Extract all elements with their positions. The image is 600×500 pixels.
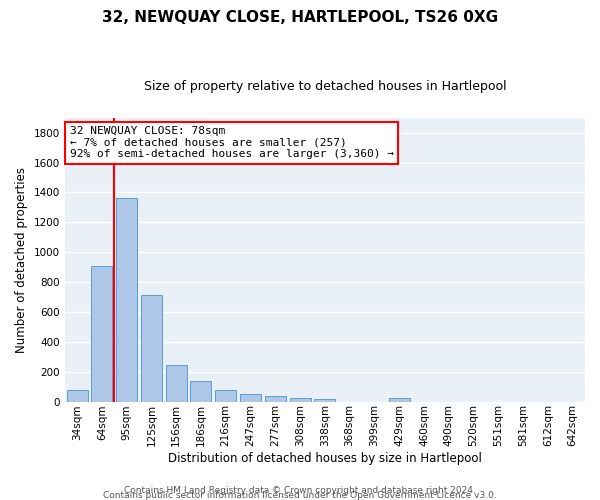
Bar — [215, 390, 236, 402]
X-axis label: Distribution of detached houses by size in Hartlepool: Distribution of detached houses by size … — [168, 452, 482, 465]
Text: 32 NEWQUAY CLOSE: 78sqm
← 7% of detached houses are smaller (257)
92% of semi-de: 32 NEWQUAY CLOSE: 78sqm ← 7% of detached… — [70, 126, 394, 160]
Text: Contains public sector information licensed under the Open Government Licence v3: Contains public sector information licen… — [103, 491, 497, 500]
Text: 32, NEWQUAY CLOSE, HARTLEPOOL, TS26 0XG: 32, NEWQUAY CLOSE, HARTLEPOOL, TS26 0XG — [102, 10, 498, 25]
Bar — [91, 266, 112, 402]
Bar — [265, 396, 286, 402]
Bar — [240, 394, 261, 402]
Bar — [166, 364, 187, 402]
Bar — [290, 398, 311, 402]
Title: Size of property relative to detached houses in Hartlepool: Size of property relative to detached ho… — [143, 80, 506, 93]
Bar — [141, 295, 162, 402]
Y-axis label: Number of detached properties: Number of detached properties — [15, 166, 28, 352]
Text: Contains HM Land Registry data © Crown copyright and database right 2024.: Contains HM Land Registry data © Crown c… — [124, 486, 476, 495]
Bar — [190, 382, 211, 402]
Bar — [67, 390, 88, 402]
Bar — [314, 400, 335, 402]
Bar — [389, 398, 410, 402]
Bar — [116, 198, 137, 402]
